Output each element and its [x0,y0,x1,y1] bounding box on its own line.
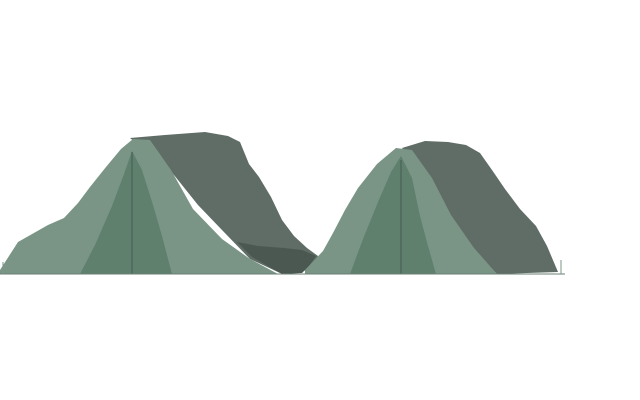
right-mountain-inner-ridge [350,156,436,274]
left-mountain-dark-face [130,132,318,273]
saddle-shadow [237,242,316,274]
right-mountain-dark-face [402,141,558,274]
left-mountain-inner-ridge [80,151,172,274]
